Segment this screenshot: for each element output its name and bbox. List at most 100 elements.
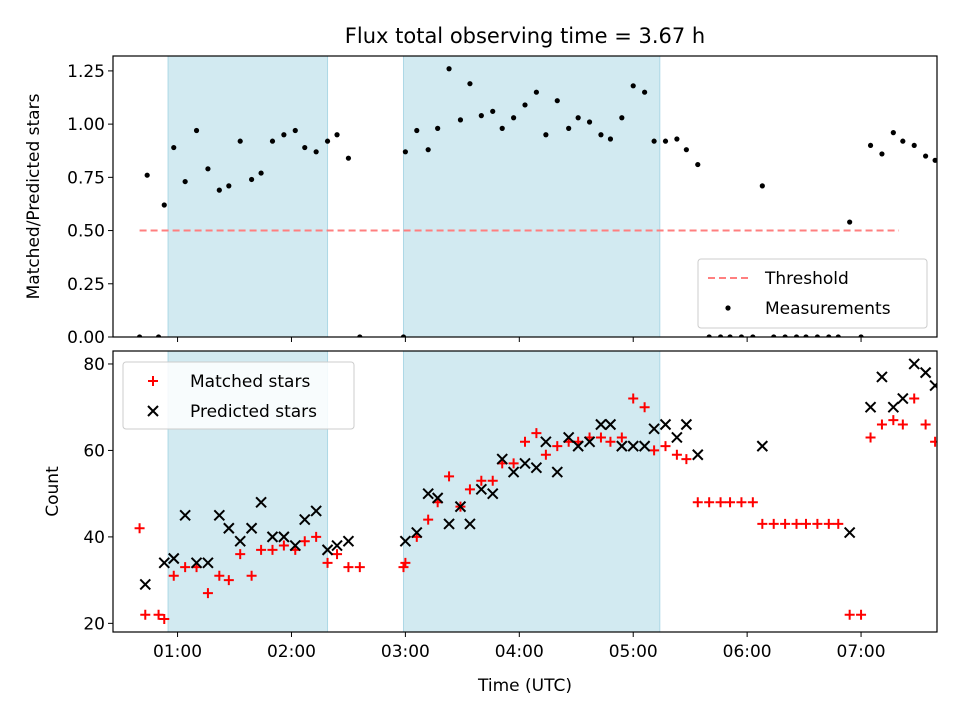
data-point <box>322 557 333 568</box>
data-point <box>476 475 487 486</box>
data-point <box>627 440 639 452</box>
data-point <box>464 518 476 530</box>
data-point <box>782 334 788 337</box>
legend-label: Matched stars <box>190 372 310 392</box>
data-point <box>140 609 151 620</box>
data-point <box>651 138 657 144</box>
legend-label: Measurements <box>765 299 891 319</box>
data-point <box>299 536 310 547</box>
data-point <box>171 144 177 151</box>
data-point <box>411 526 423 539</box>
data-point <box>586 119 593 125</box>
data-point <box>680 418 693 431</box>
data-point <box>267 544 278 555</box>
data-point <box>619 115 625 121</box>
data-point <box>520 436 530 447</box>
data-point <box>357 334 363 337</box>
data-point <box>897 392 909 405</box>
data-point <box>756 440 769 452</box>
data-point <box>289 539 301 552</box>
data-point <box>554 98 560 104</box>
data-point <box>400 334 407 337</box>
data-point <box>234 535 246 547</box>
data-point <box>628 393 639 404</box>
data-point <box>464 484 475 495</box>
data-point <box>490 108 496 114</box>
data-point <box>858 334 864 337</box>
data-point <box>266 531 279 543</box>
data-point <box>835 334 841 337</box>
data-point <box>887 401 900 413</box>
data-point <box>649 445 660 456</box>
data-point <box>400 557 411 568</box>
data-point <box>639 402 650 413</box>
data-point <box>692 497 703 508</box>
data-point <box>662 138 669 144</box>
data-point <box>923 153 929 159</box>
data-point <box>475 483 488 496</box>
data-point <box>659 418 672 431</box>
data-point <box>803 334 809 337</box>
data-point <box>605 436 616 447</box>
data-point <box>630 83 636 89</box>
data-point <box>168 570 179 581</box>
panel-1-plot-area <box>136 56 937 337</box>
data-point <box>583 436 596 448</box>
data-point <box>180 562 191 573</box>
data-point <box>193 127 200 134</box>
data-point <box>467 81 473 87</box>
data-point <box>278 540 289 551</box>
data-point <box>269 138 276 144</box>
data-point <box>182 178 188 185</box>
data-point <box>256 544 267 555</box>
data-point <box>487 475 498 486</box>
data-point <box>281 132 287 138</box>
y-tick-label: 60 <box>83 441 105 461</box>
data-point <box>153 609 164 620</box>
data-point <box>431 492 444 504</box>
data-point <box>725 497 736 508</box>
data-point <box>704 497 715 508</box>
data-point <box>519 457 531 470</box>
data-point <box>299 513 311 526</box>
data-point <box>953 497 960 507</box>
data-point <box>551 466 563 478</box>
data-point <box>660 441 671 452</box>
x-tick-label: 04:00 <box>495 642 544 662</box>
data-point <box>334 132 340 138</box>
data-point <box>446 66 452 72</box>
data-point <box>311 531 322 542</box>
data-point <box>864 401 877 413</box>
data-point <box>345 155 352 161</box>
data-point <box>342 535 355 547</box>
data-point <box>681 454 692 465</box>
data-point <box>929 379 937 392</box>
data-point <box>292 127 298 134</box>
data-point <box>717 334 724 337</box>
data-point <box>941 454 951 464</box>
data-point <box>736 497 747 508</box>
data-point <box>750 334 756 337</box>
data-point <box>757 518 768 529</box>
data-point <box>771 334 777 337</box>
x-tick-label: 02:00 <box>267 642 316 662</box>
data-point <box>823 518 834 529</box>
data-point <box>683 147 689 153</box>
legend-box <box>697 258 928 329</box>
data-point <box>310 505 322 517</box>
data-point <box>791 518 802 529</box>
data-point <box>399 535 412 547</box>
data-point <box>159 614 170 625</box>
data-point <box>674 136 680 142</box>
data-point <box>930 436 937 447</box>
data-point <box>499 125 505 131</box>
data-point <box>202 588 213 599</box>
legend-swatch-measurements <box>725 305 731 311</box>
data-point <box>616 432 627 443</box>
data-point <box>533 89 539 95</box>
data-point <box>302 144 308 151</box>
data-point <box>695 161 701 168</box>
data-point <box>507 466 520 478</box>
data-point <box>876 371 888 383</box>
y-axis-label: Count <box>43 466 63 517</box>
